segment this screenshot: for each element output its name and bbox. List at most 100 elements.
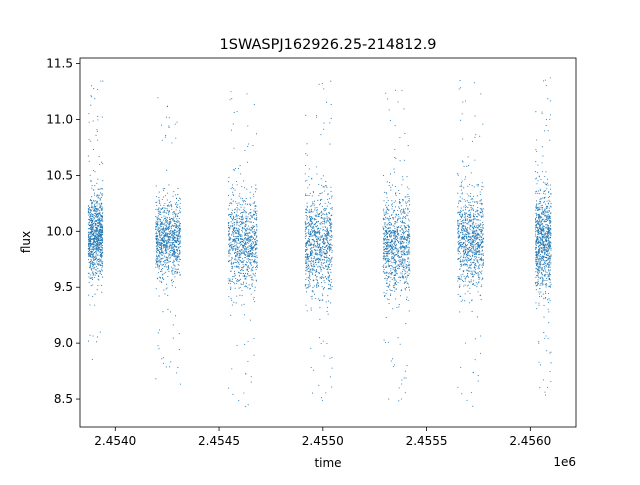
scatter-point: [317, 213, 319, 215]
scatter-point: [89, 304, 91, 306]
scatter-point: [400, 272, 402, 274]
scatter-point: [306, 242, 308, 244]
scatter-point: [162, 211, 164, 213]
scatter-point: [476, 286, 478, 288]
scatter-point: [325, 217, 327, 219]
scatter-point: [394, 222, 396, 225]
scatter-point: [477, 219, 479, 221]
scatter-point: [97, 263, 99, 265]
scatter-point: [312, 261, 314, 263]
scatter-point: [386, 282, 388, 284]
scatter-point: [253, 214, 255, 216]
scatter-point: [329, 226, 331, 228]
scatter-point: [249, 229, 251, 231]
scatter-point: [384, 252, 386, 254]
scatter-point: [311, 221, 313, 223]
scatter-point: [310, 225, 312, 227]
scatter-point: [395, 274, 397, 276]
scatter-point: [400, 248, 402, 250]
scatter-point: [391, 203, 393, 205]
scatter-point: [482, 226, 484, 228]
scatter-point: [401, 383, 403, 385]
scatter-point: [243, 250, 245, 252]
scatter-point: [467, 185, 469, 187]
scatter-point: [171, 205, 173, 207]
scatter-point: [324, 221, 326, 223]
scatter-point: [88, 233, 90, 235]
scatter-point: [247, 252, 249, 254]
scatter-point: [306, 256, 308, 259]
scatter-point: [256, 216, 258, 218]
scatter-point: [385, 233, 388, 235]
scatter-point: [467, 233, 469, 235]
scatter-point: [255, 267, 257, 269]
scatter-point: [403, 273, 406, 275]
scatter-point: [405, 265, 407, 267]
scatter-point: [305, 262, 307, 265]
scatter-point: [405, 236, 407, 238]
scatter-point: [304, 256, 307, 258]
scatter-point: [318, 195, 320, 197]
scatter-point: [97, 259, 99, 261]
scatter-point: [383, 249, 385, 251]
scatter-point: [166, 239, 168, 241]
scatter-point: [408, 247, 410, 249]
scatter-point: [243, 180, 245, 182]
scatter-point: [245, 261, 248, 263]
scatter-point: [404, 248, 406, 250]
scatter-point: [309, 243, 311, 245]
scatter-point: [177, 187, 179, 189]
scatter-point: [320, 223, 322, 225]
scatter-point: [319, 277, 321, 279]
scatter-point: [167, 214, 169, 216]
scatter-point: [88, 281, 90, 283]
scatter-point: [93, 206, 95, 208]
scatter-point: [176, 250, 179, 252]
scatter-point: [241, 214, 243, 216]
scatter-point: [390, 268, 392, 270]
scatter-point: [97, 268, 99, 270]
scatter-point: [480, 200, 482, 202]
scatter-point: [97, 195, 99, 197]
scatter-point: [394, 282, 396, 284]
scatter-point: [402, 200, 404, 202]
scatter-point: [389, 264, 391, 267]
scatter-point: [249, 232, 251, 234]
scatter-point: [401, 379, 403, 381]
scatter-point: [240, 244, 242, 246]
scatter-point: [163, 241, 165, 243]
scatter-point: [90, 199, 92, 201]
scatter-point: [90, 240, 92, 242]
scatter-point: [480, 203, 483, 205]
scatter-point: [249, 197, 251, 199]
scatter-point: [89, 225, 91, 227]
scatter-point: [323, 253, 326, 255]
scatter-point: [90, 254, 92, 256]
scatter-point: [162, 267, 164, 270]
scatter-point: [479, 250, 481, 252]
scatter-point: [244, 226, 246, 228]
scatter-point: [310, 367, 312, 369]
scatter-point: [305, 208, 307, 210]
scatter-point: [406, 260, 409, 263]
scatter-point: [155, 245, 157, 247]
scatter-point: [482, 221, 484, 223]
scatter-point: [396, 221, 398, 224]
scatter-point: [91, 218, 93, 220]
scatter-point: [94, 225, 96, 227]
scatter-point: [102, 163, 104, 165]
scatter-point: [313, 203, 315, 205]
scatter-point: [168, 227, 170, 229]
scatter-point: [174, 258, 176, 260]
scatter-point: [164, 232, 167, 234]
scatter-point: [398, 206, 400, 208]
scatter-point: [230, 288, 232, 290]
scatter-point: [479, 234, 481, 236]
scatter-point: [388, 184, 390, 186]
scatter-point: [400, 237, 402, 239]
scatter-point: [99, 213, 101, 216]
scatter-point: [155, 223, 157, 225]
scatter-point: [321, 397, 323, 399]
scatter-point: [407, 208, 409, 210]
scatter-point: [326, 256, 328, 258]
